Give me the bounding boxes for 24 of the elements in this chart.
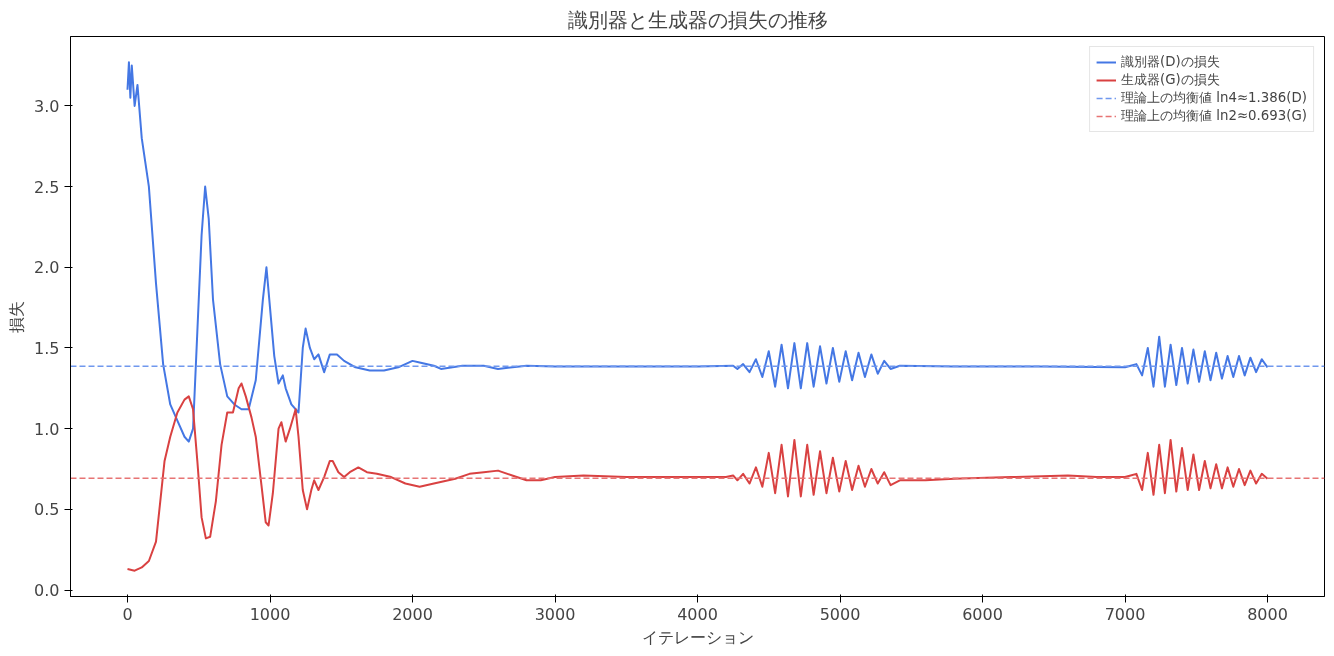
y-tick-label: 1.5 [34, 338, 60, 358]
x-tick-label: 5000 [819, 604, 861, 624]
x-tick-label: 8000 [1247, 604, 1288, 624]
y-tick-label: 3.0 [34, 96, 60, 116]
x-tick-label: 3000 [534, 604, 576, 624]
y-tick-label: 0.0 [34, 581, 60, 601]
legend-label: 理論上の均衡値 ln2≈0.693(G) [1121, 107, 1307, 125]
y-tick-label: 1.0 [34, 419, 60, 439]
x-tick-label: 0 [122, 604, 133, 624]
line-series [126, 382, 1269, 572]
legend-label: 識別器(D)の損失 [1121, 53, 1220, 71]
legend-label: 理論上の均衡値 ln4≈1.386(D) [1121, 89, 1307, 107]
y-tick-label: 2.5 [34, 177, 60, 197]
x-tick-label: 2000 [392, 604, 433, 624]
x-tick-label: 4000 [677, 604, 718, 624]
x-tick-label: 1000 [249, 604, 291, 624]
x-tick-label: 6000 [962, 604, 1003, 624]
chart-title: 識別器と生成器の損失の推移 [567, 7, 828, 32]
y-tick-label: 2.0 [34, 258, 60, 278]
legend-label: 生成器(G)の損失 [1121, 71, 1220, 89]
x-tick-label: 7000 [1104, 604, 1146, 624]
y-tick-label: 0.5 [34, 500, 60, 520]
x-axis-title: イテレーション [641, 627, 754, 647]
y-axis-title: 損失 [7, 300, 27, 333]
